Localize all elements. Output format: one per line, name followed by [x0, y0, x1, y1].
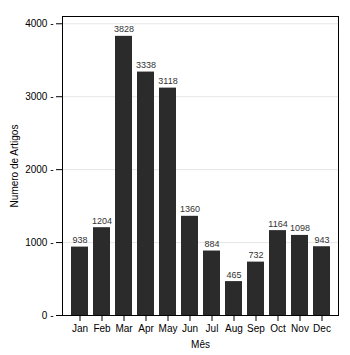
- svg-text:Oct: Oct: [270, 323, 286, 334]
- svg-text:Feb: Feb: [93, 323, 111, 334]
- svg-text:3118: 3118: [158, 76, 177, 86]
- svg-text:3000 -: 3000 -: [25, 91, 53, 102]
- svg-text:Jun: Jun: [182, 323, 198, 334]
- svg-text:4000 -: 4000 -: [25, 18, 53, 29]
- svg-text:0 -: 0 -: [42, 310, 54, 321]
- svg-text:Mar: Mar: [115, 323, 133, 334]
- svg-text:1360: 1360: [180, 204, 200, 214]
- svg-text:May: May: [159, 323, 178, 334]
- svg-text:Nov: Nov: [291, 323, 309, 334]
- svg-text:2000 -: 2000 -: [25, 164, 53, 175]
- svg-text:Apr: Apr: [138, 323, 154, 334]
- svg-text:732: 732: [248, 250, 263, 260]
- svg-text:Jan: Jan: [72, 323, 88, 334]
- svg-text:3828: 3828: [114, 24, 134, 34]
- svg-text:1164: 1164: [268, 219, 287, 229]
- svg-text:Jul: Jul: [206, 323, 219, 334]
- svg-text:884: 884: [204, 239, 219, 249]
- svg-text:Aug: Aug: [225, 323, 243, 334]
- svg-text:1204: 1204: [92, 216, 112, 226]
- svg-text:1098: 1098: [290, 223, 310, 233]
- svg-text:1000 -: 1000 -: [25, 237, 53, 248]
- svg-text:943: 943: [314, 235, 329, 245]
- svg-text:938: 938: [72, 235, 87, 245]
- svg-text:Numero de Artigos: Numero de Artigos: [9, 125, 20, 208]
- svg-text:3338: 3338: [136, 60, 156, 70]
- svg-text:Mês: Mês: [191, 339, 210, 350]
- svg-text:Sep: Sep: [247, 323, 265, 334]
- svg-text:465: 465: [226, 270, 241, 280]
- svg-text:Dec: Dec: [313, 323, 331, 334]
